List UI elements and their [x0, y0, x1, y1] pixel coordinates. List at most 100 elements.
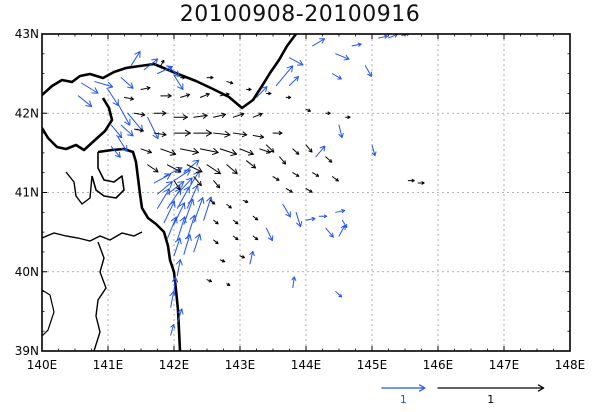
- vector-blue: [265, 227, 274, 242]
- vector-black: [252, 112, 263, 118]
- vector-black: [199, 147, 219, 155]
- vector-black: [219, 259, 226, 263]
- x-tick-label: 148E: [555, 358, 586, 372]
- vector-blue: [157, 181, 173, 195]
- vector-black: [199, 92, 210, 98]
- x-tick-label: 140E: [27, 358, 58, 372]
- vector-blue: [335, 291, 343, 298]
- x-tick-label: 142E: [159, 358, 190, 372]
- vector-black: [239, 255, 245, 259]
- vector-black: [259, 148, 271, 154]
- vector-blue: [335, 208, 346, 214]
- vector-black: [345, 115, 351, 119]
- prefecture-boundary-2: [93, 241, 107, 351]
- vector-blue: [183, 234, 192, 255]
- vector-blue: [351, 42, 362, 47]
- reference-label: 1: [400, 393, 407, 406]
- y-tick-label: 40N: [15, 265, 39, 279]
- vector-black: [160, 59, 165, 67]
- vector-black: [193, 176, 202, 187]
- tsugaru-coastline: [65, 171, 93, 205]
- vector-blue: [110, 146, 121, 158]
- vector-black: [292, 148, 300, 155]
- vector-blue: [275, 65, 294, 87]
- vector-blue: [81, 82, 99, 94]
- vector-black: [173, 180, 181, 191]
- mutsu-bay-coastline: [91, 152, 125, 199]
- vector-black: [226, 282, 231, 286]
- vector-black: [232, 131, 248, 138]
- vector-blue: [130, 50, 141, 67]
- map-title: 20100908-20100916: [179, 2, 421, 27]
- vector-blue: [176, 259, 183, 277]
- vector-blue: [193, 233, 202, 253]
- vector-black: [209, 199, 216, 205]
- vector-blue: [186, 214, 197, 239]
- vector-blue: [331, 73, 342, 80]
- vector-blue: [107, 88, 119, 107]
- vector-blue: [163, 200, 176, 224]
- y-tick-label: 41N: [15, 186, 39, 200]
- vector-blue: [77, 95, 93, 108]
- vector-blue: [318, 214, 328, 219]
- vector-black: [232, 219, 239, 225]
- vector-black: [153, 110, 167, 116]
- vector-blue: [176, 177, 193, 195]
- vector-black: [166, 164, 182, 173]
- vector-black: [417, 181, 425, 185]
- vector-blue: [305, 216, 316, 222]
- vector-black: [265, 91, 272, 96]
- vector-black: [226, 80, 234, 85]
- vector-blue: [295, 211, 303, 228]
- vector-black: [272, 130, 283, 136]
- vector-black: [246, 160, 257, 169]
- vector-black: [140, 86, 151, 91]
- vector-black: [305, 108, 311, 112]
- grid: [42, 34, 570, 351]
- vector-black: [279, 156, 287, 165]
- vector-blue: [335, 53, 350, 61]
- x-tick-label: 146E: [423, 358, 454, 372]
- vector-blue: [289, 57, 304, 66]
- vector-blue: [147, 116, 159, 140]
- vector-blue: [312, 38, 325, 47]
- vector-blue: [338, 124, 344, 139]
- vector-black: [226, 203, 232, 209]
- current-vectors: [77, 34, 425, 336]
- vector-black: [292, 172, 300, 177]
- vector-black: [147, 164, 159, 173]
- vector-black: [219, 148, 238, 157]
- vector-black: [160, 93, 172, 99]
- vector-blue: [143, 58, 159, 71]
- x-tick-label: 145E: [357, 358, 388, 372]
- vector-black: [124, 96, 134, 101]
- honshu-coastline: [97, 147, 182, 351]
- vector-blue: [117, 103, 131, 126]
- hokkaido-west-coast: [42, 97, 114, 152]
- vector-black: [160, 148, 177, 156]
- vector-blue: [169, 290, 177, 308]
- vector-blue: [338, 224, 346, 237]
- vector-blue: [171, 276, 179, 293]
- vector-black: [180, 93, 191, 98]
- vector-blue: [153, 173, 172, 184]
- axis-ticks: 140E 141E 142E 143E 144E 145E 146E 147E 148E 39N 4…: [15, 27, 586, 372]
- vector-blue: [166, 216, 178, 239]
- vector-black: [265, 144, 275, 153]
- vector-black: [252, 235, 259, 241]
- vector-black: [206, 164, 221, 175]
- vector-blue: [256, 86, 268, 98]
- vector-black: [239, 148, 254, 156]
- x-tick-label: 144E: [291, 358, 322, 372]
- y-tick-label: 42N: [15, 106, 39, 120]
- vector-blue: [176, 308, 184, 324]
- vector-black: [252, 215, 259, 221]
- vector-blue: [378, 34, 389, 39]
- vector-black: [213, 180, 221, 189]
- vector-black: [213, 219, 219, 225]
- prefecture-boundary-3: [42, 289, 55, 337]
- vector-blue: [176, 186, 190, 209]
- vector-black: [213, 239, 219, 245]
- vector-black: [153, 131, 167, 137]
